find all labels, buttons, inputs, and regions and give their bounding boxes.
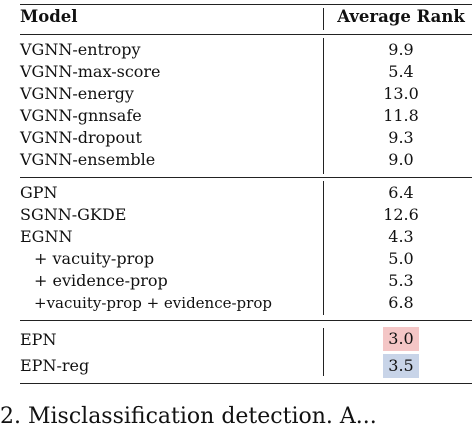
row-rank: 9.0: [388, 150, 414, 169]
row-model: + evidence-prop: [34, 271, 168, 290]
row-model: VGNN-max-score: [20, 62, 161, 81]
group3-divider: [323, 328, 324, 376]
top-rule: [20, 4, 472, 5]
row-model: VGNN-energy: [20, 84, 134, 103]
bottom-rule: [20, 383, 472, 384]
row-model: +vacuity-prop + evidence-prop: [34, 294, 272, 312]
row-model: VGNN-ensemble: [20, 150, 156, 169]
row-rank: 9.9: [388, 40, 414, 59]
group1-rule: [20, 177, 472, 178]
row-rank-highlighted: 3.0: [330, 327, 472, 351]
group2-divider: [323, 181, 324, 315]
row-rank: 13.0: [383, 84, 419, 103]
row-model: GPN: [20, 183, 58, 202]
row-model: + vacuity-prop: [34, 249, 155, 268]
rank-highlight-blue: 3.5: [383, 354, 419, 378]
row-model: EPN: [20, 330, 57, 349]
row-model: VGNN-entropy: [20, 40, 141, 59]
row-model: SGNN-GKDE: [20, 205, 127, 224]
row-rank: 5.0: [388, 249, 414, 268]
group1-divider: [323, 38, 324, 174]
rank-highlight-red: 3.0: [383, 327, 419, 351]
row-model: EPN-reg: [20, 356, 90, 375]
row-rank: 12.6: [383, 205, 419, 224]
header-divider: [323, 8, 324, 30]
header-average-rank: Average Rank: [337, 7, 465, 26]
row-model: EGNN: [20, 227, 73, 246]
row-model: VGNN-dropout: [20, 128, 142, 147]
row-rank: 5.3: [388, 271, 414, 290]
row-rank: 5.4: [388, 62, 414, 81]
header-model: Model: [20, 7, 78, 26]
row-rank: 4.3: [388, 227, 414, 246]
group2-rule: [20, 320, 472, 321]
row-rank: 6.8: [388, 293, 414, 312]
row-rank-highlighted: 3.5: [330, 354, 472, 378]
header-rule: [20, 34, 472, 35]
row-rank: 11.8: [383, 106, 419, 125]
row-rank: 9.3: [388, 128, 414, 147]
row-model: VGNN-gnnsafe: [20, 106, 142, 125]
row-rank: 6.4: [388, 183, 414, 202]
caption-text: 2. Misclassification detection. A...: [0, 404, 377, 429]
